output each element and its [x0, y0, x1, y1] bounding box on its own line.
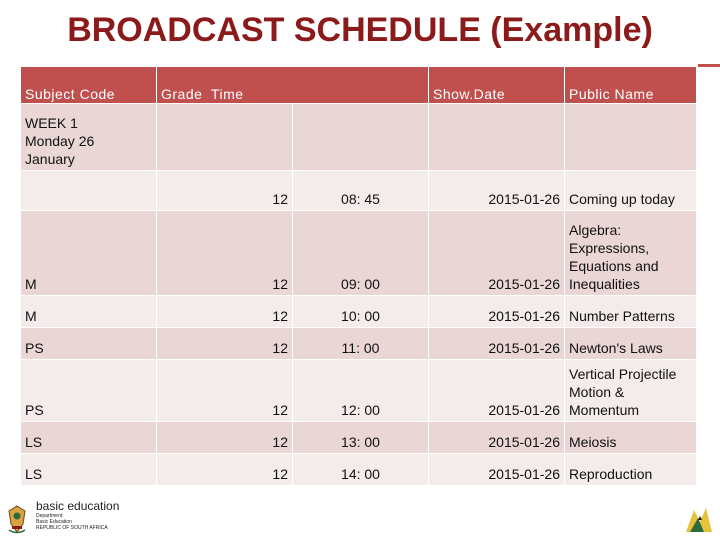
accent-rule	[698, 64, 720, 67]
department-logo: basic education Department: Basic Educat…	[36, 499, 126, 532]
public-name-cell: Vertical Projectile Motion & Momentum	[564, 359, 697, 422]
logo-name: basic education	[36, 499, 120, 513]
grade-cell: 12	[156, 359, 293, 422]
logo-line: REPUBLIC OF SOUTH AFRICA	[36, 525, 108, 531]
public-name-cell: Meiosis	[564, 421, 697, 454]
header-show-date: Show.Date	[428, 66, 565, 104]
header-subject-code: Subject Code	[20, 66, 157, 104]
public-name-line: Reproduction	[569, 466, 653, 482]
show-date-cell: 2015-01-26	[428, 327, 565, 360]
empty-cell	[156, 103, 293, 171]
table-row-week: WEEK 1 Monday 26 January	[20, 103, 697, 171]
show-date-cell: 2015-01-26	[428, 453, 565, 486]
time-cell: 08: 45	[292, 170, 429, 211]
grade-cell: 12	[156, 170, 293, 211]
week-label-line: Monday 26	[25, 133, 95, 149]
header-grade-time: Grade Time	[156, 66, 429, 104]
grade-cell: 12	[156, 295, 293, 328]
time-cell: 10: 00	[292, 295, 429, 328]
empty-cell	[428, 103, 565, 171]
table-row: PS 12 12: 00 2015-01-26 Vertical Project…	[20, 359, 697, 422]
show-date-cell: 2015-01-26	[428, 170, 565, 211]
public-name-cell: Coming up today	[564, 170, 697, 211]
show-date-cell: 2015-01-26	[428, 210, 565, 296]
public-name-line: Momentum	[569, 402, 640, 418]
table-row: M 12 09: 00 2015-01-26 Algebra: Expressi…	[20, 210, 697, 296]
grade-cell: 12	[156, 327, 293, 360]
header-row: Subject Code Grade Time Show.Date Public…	[20, 66, 697, 104]
logo-line: Department:	[36, 513, 64, 519]
page-title: BROADCAST SCHEDULE (Example)	[67, 11, 653, 49]
public-name-cell: Number Patterns	[564, 295, 697, 328]
logo-line: Basic Education	[36, 519, 72, 525]
week-label-line: WEEK 1	[25, 115, 78, 131]
subject-code-cell: PS	[20, 359, 157, 422]
public-name-line: Algebra:	[569, 222, 622, 238]
time-cell: 12: 00	[292, 359, 429, 422]
public-name-line: Motion &	[569, 384, 625, 400]
grade-cell: 12	[156, 421, 293, 454]
coat-of-arms-icon	[8, 505, 26, 534]
table-row: 12 08: 45 2015-01-26 Coming up today	[20, 170, 697, 211]
header-public-name: Public Name	[564, 66, 697, 104]
week-label-cell: WEEK 1 Monday 26 January	[20, 103, 157, 171]
public-name-line: Expressions,	[569, 240, 650, 256]
grade-cell: 12	[156, 453, 293, 486]
public-name-line: Vertical Projectile	[569, 366, 677, 382]
public-name-line: Newton's Laws	[569, 340, 663, 356]
public-name-cell: Reproduction	[564, 453, 697, 486]
empty-cell	[292, 103, 429, 171]
public-name-line: Equations and	[569, 258, 659, 274]
public-name-cell: Newton's Laws	[564, 327, 697, 360]
table-row: LS 12 13: 00 2015-01-26 Meiosis	[20, 421, 697, 454]
subject-code-cell: LS	[20, 453, 157, 486]
public-name-line: Meiosis	[569, 434, 617, 450]
subject-code-cell: PS	[20, 327, 157, 360]
subject-code-cell: M	[20, 210, 157, 296]
public-name-line: Inequalities	[569, 276, 640, 292]
time-cell: 13: 00	[292, 421, 429, 454]
time-cell: 09: 00	[292, 210, 429, 296]
show-date-cell: 2015-01-26	[428, 421, 565, 454]
public-name-line: Coming up today	[569, 191, 675, 207]
corner-emblem-icon	[680, 502, 716, 538]
table-row: LS 12 14: 00 2015-01-26 Reproduction	[20, 453, 697, 486]
schedule-table: Subject Code Grade Time Show.Date Public…	[20, 66, 697, 486]
subject-code-cell: M	[20, 295, 157, 328]
time-cell: 14: 00	[292, 453, 429, 486]
table-row: M 12 10: 00 2015-01-26 Number Patterns	[20, 295, 697, 328]
table-row: PS 12 11: 00 2015-01-26 Newton's Laws	[20, 327, 697, 360]
show-date-cell: 2015-01-26	[428, 295, 565, 328]
show-date-cell: 2015-01-26	[428, 359, 565, 422]
grade-cell: 12	[156, 210, 293, 296]
public-name-line: Number Patterns	[569, 308, 675, 324]
subject-code-cell: LS	[20, 421, 157, 454]
time-cell: 11: 00	[292, 327, 429, 360]
week-label-line: January	[25, 151, 75, 167]
public-name-cell: Algebra: Expressions, Equations and Ineq…	[564, 210, 697, 296]
subject-code-cell	[20, 170, 157, 211]
empty-cell	[564, 103, 697, 171]
